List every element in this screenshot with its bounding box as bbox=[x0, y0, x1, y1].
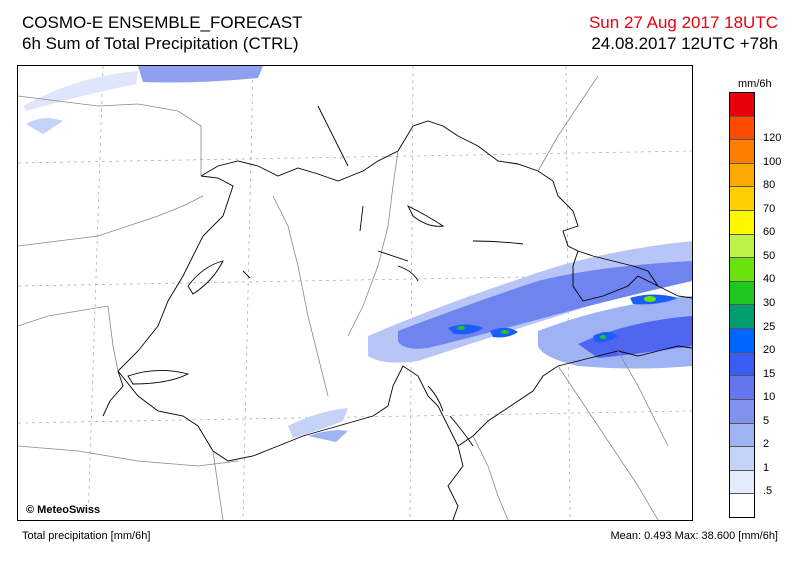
model-title: COSMO-E ENSEMBLE_FORECAST bbox=[22, 13, 303, 32]
run-time: 24.08.2017 12UTC +78h bbox=[591, 34, 778, 53]
legend-swatch bbox=[730, 399, 754, 424]
legend-swatch bbox=[730, 470, 754, 495]
product-title: 6h Sum of Total Precipitation (CTRL) bbox=[22, 34, 299, 53]
legend-unit: mm/6h bbox=[738, 78, 772, 90]
legend-swatch bbox=[730, 305, 754, 330]
legend-label: 120 bbox=[763, 132, 782, 145]
legend-swatch bbox=[730, 258, 754, 282]
legend-label: .5 bbox=[763, 485, 773, 498]
legend-swatch bbox=[730, 281, 754, 306]
legend-swatch bbox=[730, 447, 754, 471]
legend-swatch bbox=[730, 376, 754, 400]
copyright-label: © MeteoSwiss bbox=[24, 504, 103, 516]
lakes bbox=[127, 204, 524, 447]
legend-swatch bbox=[730, 140, 754, 164]
precipitation-field bbox=[23, 66, 692, 442]
color-legend bbox=[729, 92, 755, 518]
legend-swatch bbox=[730, 211, 754, 235]
legend-label: 1 bbox=[763, 461, 770, 474]
legend-swatch bbox=[730, 494, 754, 517]
time-info: Sun 27 Aug 2017 18UTC 24.08.2017 12UTC +… bbox=[589, 12, 778, 54]
legend-label: 60 bbox=[763, 226, 776, 239]
precipitation-map: © MeteoSwiss bbox=[17, 65, 693, 521]
legend-label: 15 bbox=[763, 367, 776, 380]
legend-label: 50 bbox=[763, 249, 776, 262]
legend-label: 70 bbox=[763, 202, 776, 215]
country-borders bbox=[102, 105, 692, 520]
legend-swatch bbox=[730, 352, 754, 377]
valid-time: Sun 27 Aug 2017 18UTC bbox=[588, 13, 778, 32]
legend-label: 10 bbox=[763, 391, 776, 404]
legend-label: 30 bbox=[763, 297, 776, 309]
legend-swatch bbox=[730, 116, 754, 141]
legend-swatch bbox=[730, 187, 754, 212]
legend-label: 80 bbox=[763, 179, 776, 192]
legend-label: 40 bbox=[763, 273, 776, 286]
legend-swatch bbox=[730, 423, 754, 448]
regional-borders bbox=[18, 75, 669, 520]
legend-label: 20 bbox=[763, 344, 776, 357]
legend-label: 5 bbox=[763, 414, 770, 427]
legend-swatch bbox=[730, 329, 754, 353]
footer-caption: Total precipitation [mm/6h] bbox=[22, 530, 151, 542]
legend-swatch bbox=[730, 93, 754, 117]
legend-swatch bbox=[730, 234, 754, 259]
legend-swatch bbox=[730, 163, 754, 188]
legend-label: 100 bbox=[763, 155, 782, 168]
footer-stats: Mean: 0.493 Max: 38.600 [mm/6h] bbox=[610, 530, 778, 542]
legend-label: 2 bbox=[763, 438, 770, 451]
map-canvas bbox=[18, 66, 692, 520]
legend-label: 25 bbox=[763, 320, 776, 333]
chart-title: COSMO-E ENSEMBLE_FORECAST 6h Sum of Tota… bbox=[22, 12, 303, 54]
